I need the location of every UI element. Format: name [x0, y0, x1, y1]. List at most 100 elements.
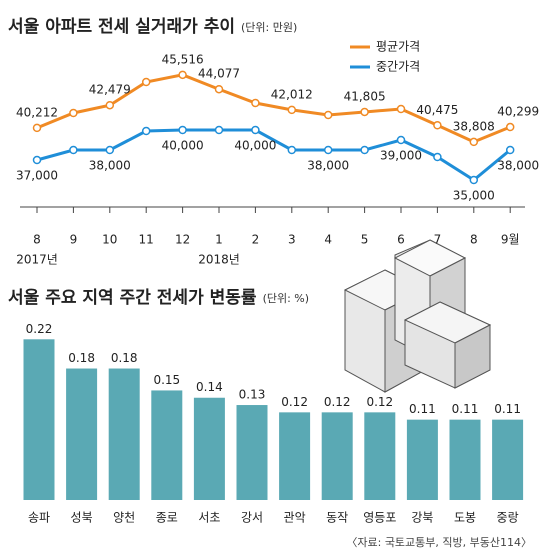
- value-label: 0.22: [26, 322, 53, 336]
- x-tick-label: 성북: [71, 511, 93, 525]
- point: [178, 125, 187, 135]
- x-tick-label: 동작: [326, 511, 348, 525]
- legend-label: 중간가격: [376, 60, 420, 74]
- value-label: 45,516: [162, 52, 204, 66]
- source: 〈자료: 국토교통부, 직방, 부동산114〉: [346, 536, 532, 549]
- value-label: 0.12: [366, 395, 393, 409]
- x-tick-label: 5: [361, 233, 369, 247]
- point: [69, 145, 78, 155]
- point: [433, 152, 442, 162]
- bar: [66, 368, 98, 500]
- value-label: 0.11: [409, 402, 436, 416]
- value-label: 0.18: [111, 351, 138, 365]
- point: [323, 145, 333, 155]
- bar: [108, 368, 140, 500]
- point: [360, 145, 369, 155]
- x-sublabel: 2017년: [16, 253, 58, 267]
- bar: [321, 412, 353, 500]
- x-tick-label: 양천: [113, 510, 135, 525]
- chart-title: 서울 주요 지역 주간 전세가 변동률: [8, 288, 257, 308]
- x-tick-label: 12: [175, 233, 190, 247]
- x-tick-label: 8: [33, 233, 41, 247]
- value-label: 38,000: [307, 159, 349, 173]
- value-label: 0.15: [153, 373, 180, 387]
- point: [214, 84, 224, 94]
- x-tick-label: 9: [70, 233, 78, 247]
- point: [251, 125, 260, 135]
- point: [105, 100, 115, 110]
- point: [105, 145, 115, 155]
- value-label: 42,012: [271, 87, 313, 101]
- value-label: 0.11: [494, 402, 521, 416]
- point: [505, 145, 515, 155]
- x-tick-label: 중랑: [497, 511, 519, 525]
- line-series: [36, 73, 511, 144]
- x-tick-label: 10: [102, 233, 117, 247]
- bar: [236, 405, 268, 500]
- x-tick-label: 관악: [284, 511, 306, 525]
- x-sublabel: 2018년: [198, 253, 240, 267]
- legend-label: 평균가격: [376, 40, 420, 54]
- point: [178, 70, 187, 80]
- bar: [406, 419, 438, 500]
- point: [69, 108, 78, 118]
- x-tick-label: 서초: [198, 511, 220, 525]
- value-label: 42,479: [89, 83, 131, 97]
- x-tick-label: 6: [397, 233, 405, 247]
- x-tick-label: 1: [215, 233, 223, 247]
- point: [251, 98, 260, 108]
- x-tick-label: 송파: [28, 511, 50, 525]
- value-label: 0.12: [281, 395, 308, 409]
- point: [469, 137, 479, 147]
- point: [287, 105, 297, 115]
- x-tick-label: 3: [288, 233, 296, 247]
- point: [469, 175, 479, 185]
- point: [141, 77, 151, 87]
- bar: [279, 412, 311, 500]
- value-label: 38,000: [497, 159, 539, 173]
- point: [214, 125, 224, 135]
- value-label: 40,299: [497, 105, 539, 119]
- value-label: 40,475: [416, 103, 458, 117]
- bar: [193, 397, 225, 500]
- x-tick-label: 2: [252, 233, 260, 247]
- building-illustration: [343, 239, 492, 393]
- point: [32, 155, 42, 165]
- point: [141, 126, 151, 136]
- value-label: 35,000: [453, 189, 495, 203]
- point: [323, 110, 333, 120]
- value-label: 0.14: [196, 380, 223, 394]
- bar: [23, 339, 55, 500]
- bar: [449, 419, 481, 500]
- point: [433, 121, 442, 130]
- x-tick-label: 강북: [411, 511, 433, 525]
- chart-subtitle: (단위: %): [263, 292, 309, 305]
- value-label: 0.13: [239, 388, 266, 402]
- x-tick-label: 강서: [241, 511, 263, 525]
- chart-title: 서울 아파트 전세 실거래가 추이: [8, 17, 235, 37]
- value-label: 0.18: [68, 351, 95, 365]
- bar: [151, 390, 183, 500]
- x-tick-label: 종로: [156, 511, 178, 525]
- point: [287, 145, 297, 155]
- x-tick-label: 영등포: [363, 511, 396, 525]
- value-label: 38,808: [453, 119, 495, 133]
- value-label: 40,000: [162, 139, 204, 153]
- line-series: [36, 128, 512, 182]
- value-label: 0.11: [452, 402, 479, 416]
- x-tick-label: 11: [139, 233, 154, 247]
- bar: [492, 419, 524, 500]
- point: [396, 135, 406, 145]
- x-tick-label: 9월: [501, 233, 520, 247]
- value-label: 0.12: [324, 395, 351, 409]
- bar: [364, 412, 396, 500]
- point: [505, 122, 515, 132]
- chart-subtitle: (단위: 만원): [241, 21, 297, 34]
- x-tick-label: 도봉: [454, 511, 476, 525]
- value-label: 44,077: [198, 67, 240, 81]
- value-label: 37,000: [16, 169, 58, 183]
- value-label: 38,000: [89, 159, 131, 173]
- value-label: 40,000: [234, 139, 276, 153]
- value-label: 39,000: [380, 149, 422, 163]
